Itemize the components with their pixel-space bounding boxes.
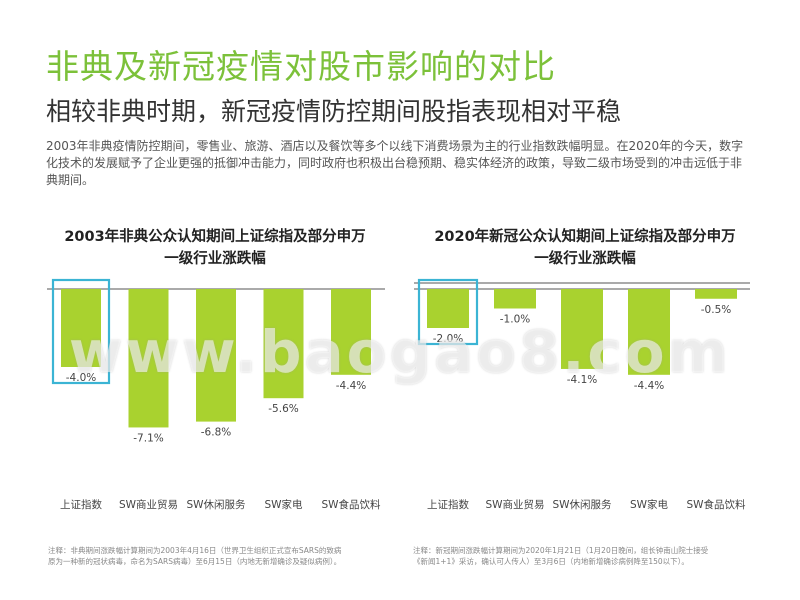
chart-2-bar-1 bbox=[494, 289, 536, 309]
page-subtitle: 相较非典时期，新冠疫情防控期间股指表现相对平稳 bbox=[46, 97, 622, 126]
chart-1-category-label-3: SW家电 bbox=[264, 498, 303, 511]
chart-1-category-label-1: SW商业贸易 bbox=[119, 498, 178, 511]
chart-2-title-line-2: 一级行业涨跌幅 bbox=[534, 251, 636, 267]
chart-1-title: 2003年非典公众认知期间上证综指及部分申万 一级行业涨跌幅 bbox=[30, 226, 400, 270]
chart-2-title-line-1: 2020年新冠公众认知期间上证综指及部分申万 bbox=[434, 229, 736, 245]
chart-1-footnote-line-1: 注释：非典期间涨跌幅计算期间为2003年4月16日（世界卫生组织正式宣布SARS… bbox=[48, 546, 342, 555]
chart-1-data-label-2: -6.8% bbox=[201, 427, 231, 439]
chart-1-bar-1 bbox=[128, 289, 169, 428]
chart-2-data-label-4: -0.5% bbox=[701, 304, 731, 316]
chart-2-bar-0 bbox=[427, 289, 469, 328]
chart-2-bar-4 bbox=[695, 289, 737, 299]
chart-2-footnote-line-1: 注释：新冠期间涨跌幅计算期间为2020年1月21日（1月20日晚间，组长钟南山院… bbox=[413, 546, 709, 555]
chart-2-footnote-line-2: 《新闻1+1》采访，确认可人传人）至3月6日（内地新增确诊病例降至150以下）。 bbox=[413, 557, 689, 566]
chart-1-footnote-line-2: 原为一种新的冠状病毒，命名为SARS病毒）至6月15日（内地无新增确诊及疑似病例… bbox=[48, 557, 342, 566]
chart-2-title: 2020年新冠公众认知期间上证综指及部分申万 一级行业涨跌幅 bbox=[400, 226, 770, 270]
chart-1-data-label-1: -7.1% bbox=[133, 432, 163, 444]
chart-1-data-label-3: -5.6% bbox=[268, 403, 298, 415]
chart-2-highlight-box bbox=[417, 278, 479, 346]
chart-2-category-label-2: SW休闲服务 bbox=[552, 498, 612, 511]
chart-2-data-label-3: -4.4% bbox=[634, 380, 664, 392]
intro-paragraph: 2003年非典疫情防控期间，零售业、旅游、酒店以及餐饮等多个以线下消费场景为主的… bbox=[46, 139, 744, 187]
chart-1-data-label-0: -4.0% bbox=[66, 372, 96, 384]
chart-2-data-label-0: -2.0% bbox=[433, 333, 463, 345]
chart-2-bar-2 bbox=[561, 289, 603, 369]
chart-1-data-label-4: -4.4% bbox=[336, 380, 366, 392]
chart-1-category-label-4: SW食品饮料 bbox=[321, 498, 381, 511]
chart-1-bar-3 bbox=[263, 289, 304, 399]
chart-2-category-label-3: SW家电 bbox=[630, 498, 669, 511]
chart-2-data-label-1: -1.0% bbox=[500, 314, 530, 326]
chart-2-category-label-4: SW食品饮料 bbox=[686, 498, 746, 511]
chart-2-category-label-1: SW商业贸易 bbox=[485, 498, 544, 511]
chart-2-bar-3 bbox=[628, 289, 670, 375]
chart-1-title-line-2: 一级行业涨跌幅 bbox=[164, 251, 266, 267]
chart-1-category-label-2: SW休闲服务 bbox=[186, 498, 246, 511]
chart-1-category-label-0: 上证指数 bbox=[60, 498, 102, 511]
chart-1-bar-2 bbox=[196, 289, 236, 422]
chart-2-category-label-0: 上证指数 bbox=[427, 498, 469, 511]
chart-1-title-line-1: 2003年非典公众认知期间上证综指及部分申万 bbox=[64, 229, 366, 245]
chart-1-highlight-box bbox=[51, 278, 111, 385]
page-title: 非典及新冠疫情对股市影响的对比 bbox=[46, 47, 556, 86]
chart-2-data-label-2: -4.1% bbox=[567, 374, 597, 386]
chart-2-footnote: 注释：新冠期间涨跌幅计算期间为2020年1月21日（1月20日晚间，组长钟南山院… bbox=[413, 545, 708, 567]
chart-1-bar-4 bbox=[331, 289, 371, 375]
chart-1-footnote: 注释：非典期间涨跌幅计算期间为2003年4月16日（世界卫生组织正式宣布SARS… bbox=[48, 545, 341, 567]
chart-1-bar-0 bbox=[61, 289, 101, 367]
